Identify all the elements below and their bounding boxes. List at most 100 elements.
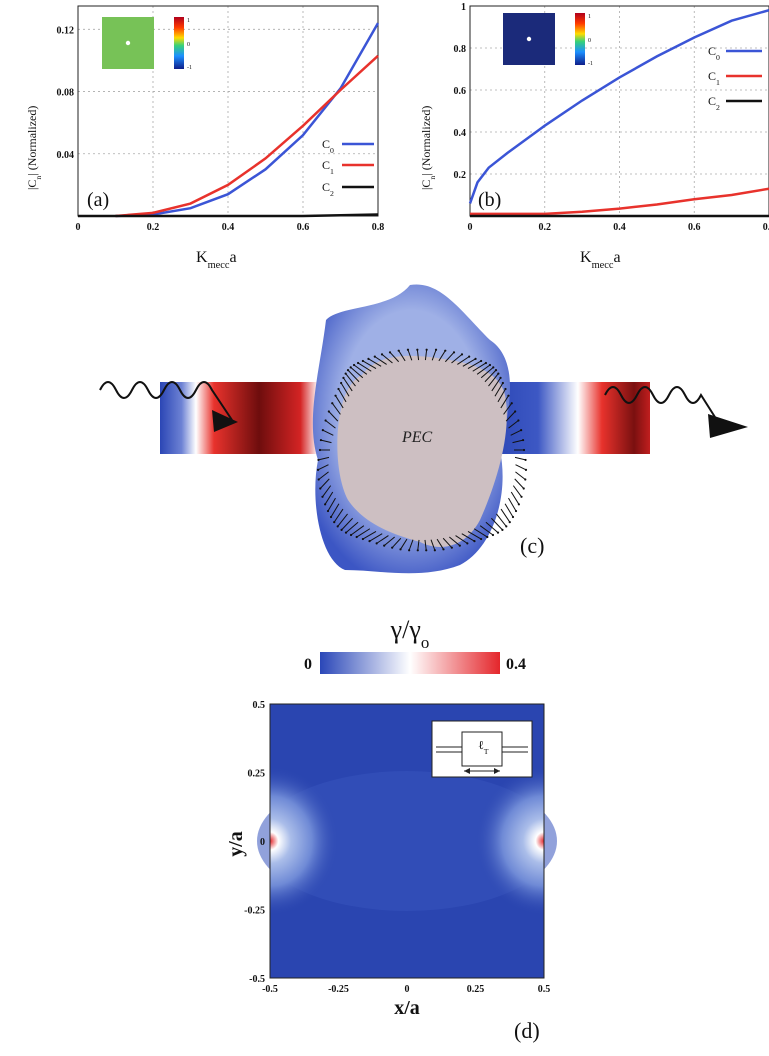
field-arrow-head: [442, 548, 445, 551]
field-arrow: [500, 508, 511, 523]
d-colorbar-max-label: 0.4: [506, 656, 526, 673]
field-arrow-head: [416, 348, 419, 351]
field-arrow: [457, 356, 470, 365]
field-arrow: [350, 525, 365, 536]
field-arrow-head: [496, 531, 500, 534]
d-ylabel: y/a: [225, 831, 247, 857]
a-ylabel: |Cn| (Normalized): [25, 106, 43, 190]
a-xtick-label: 0: [76, 222, 81, 233]
field-arrow: [416, 349, 420, 361]
b-series-0: [468, 8, 769, 204]
chart-a-svg: 0 0.2 0.4 0.6 0.8 0.04 0.08 0.12 1 0 -1 C0 C1 C2 (a) Km…: [25, 5, 385, 271]
field-arrow: [503, 402, 513, 415]
field-arrow-head: [361, 359, 364, 363]
heatmap-panel-d: γ/γo 0 0.4 -0.5 -0.25 0 0.25 0.5 0.5 0.25 0 -0.25 -0…: [200, 600, 620, 1051]
field-arrow: [467, 530, 482, 540]
chart-panel-b: 0 0.2 0.4 0.6 0.8 0.2 0.4 0.6 0.8 1 1 0 -1 C0 C1 C2 (b) K…: [390, 0, 769, 275]
field-arrow: [376, 535, 389, 544]
field-arrow: [496, 513, 507, 527]
d-xtick-label: -0.25: [328, 984, 349, 995]
field-arrow-head: [344, 372, 347, 375]
field-arrow-head: [344, 531, 348, 534]
field-arrow-head: [425, 549, 428, 552]
field-arrow: [330, 503, 340, 518]
field-arrow: [485, 521, 499, 534]
a-inset-colorbar: [174, 17, 184, 69]
field-arrow-head: [508, 521, 511, 524]
field-arrow: [391, 537, 402, 549]
field-arrow: [444, 351, 455, 363]
field-arrow-head: [408, 549, 411, 552]
field-arrow-head: [337, 387, 340, 391]
b-panel-label: (b): [478, 189, 501, 211]
field-arrow-head: [511, 515, 515, 519]
field-arrow: [381, 353, 393, 364]
a-inset-dot: [125, 40, 131, 46]
d-ytick-label: -0.25: [244, 906, 265, 917]
a-inset-cbar-label: 1: [187, 18, 190, 24]
field-arrow: [515, 464, 527, 471]
field-arrow-head: [517, 503, 520, 506]
field-arrow-head: [329, 515, 333, 519]
b-inset-cbar-label: 1: [588, 14, 591, 20]
field-arrow: [449, 536, 461, 547]
d-hotspot-1: [404, 766, 544, 916]
incoming-wave: [99, 381, 233, 421]
field-arrow: [484, 369, 497, 383]
field-arrow-head: [522, 487, 525, 490]
b-xtick-label: 0.6: [688, 222, 701, 233]
field-arrow-head: [406, 348, 410, 351]
b-ytick-label: 0.6: [454, 86, 467, 97]
field-arrow-head: [355, 535, 358, 539]
field-arrow-head: [510, 402, 513, 405]
field-arrow: [424, 349, 428, 361]
a-inset-cbar-label: 0: [187, 42, 190, 48]
field-arrow: [328, 411, 339, 422]
b-legend-label-0: C0: [708, 44, 720, 62]
field-arrow: [317, 464, 329, 471]
field-arrow-head: [321, 429, 324, 432]
field-arrow-head: [492, 366, 495, 369]
field-arrow-head: [388, 351, 392, 354]
field-arrow-head: [331, 402, 334, 405]
field-arrow: [383, 536, 395, 547]
field-arrow: [442, 537, 453, 549]
field-arrow: [327, 497, 336, 512]
field-arrow-head: [488, 363, 492, 367]
pec-label: PEC: [401, 429, 433, 446]
field-arrow: [417, 539, 420, 551]
field-arrow: [510, 429, 522, 436]
a-legend-label-1: C1: [322, 158, 334, 176]
field-arrow-head: [514, 509, 518, 513]
field-arrow-head: [460, 353, 464, 356]
pec-body: [337, 355, 507, 547]
field-arrow: [322, 485, 332, 498]
field-arrow: [408, 539, 414, 551]
a-inset-cbar-label: -1: [187, 65, 192, 71]
field-arrow-head: [458, 544, 461, 547]
field-arrow: [337, 513, 348, 527]
d-xtick-label: -0.5: [262, 984, 278, 995]
d-xtick-label: 0: [405, 984, 410, 995]
a-series-2: [78, 213, 379, 218]
field-arrow-head: [501, 528, 504, 531]
field-arrow-head: [356, 361, 360, 365]
field-arrow-head: [494, 369, 498, 372]
field-arrow: [488, 373, 499, 387]
b-xlabel: Kmecca: [580, 249, 621, 271]
field-arrow: [319, 478, 330, 489]
field-arrow: [438, 350, 446, 362]
field-arrow: [508, 420, 519, 429]
d-hotspot-0: [270, 766, 410, 916]
field-arrow-head: [349, 366, 352, 369]
chart-b-svg: 0 0.2 0.4 0.6 0.8 0.2 0.4 0.6 0.8 1 1 0 -1 C0 C1 C2 (b) K…: [419, 2, 769, 271]
a-xtick-label: 0.8: [372, 222, 385, 233]
field-arrow: [325, 420, 336, 429]
field-arrow-head: [434, 348, 438, 351]
d-ytick-label: 0.25: [248, 769, 266, 780]
field-arrow: [353, 364, 368, 375]
field-arrow: [476, 364, 491, 375]
field-arrow: [320, 439, 332, 444]
field-arrow: [497, 388, 506, 403]
field-arrow: [430, 539, 436, 551]
